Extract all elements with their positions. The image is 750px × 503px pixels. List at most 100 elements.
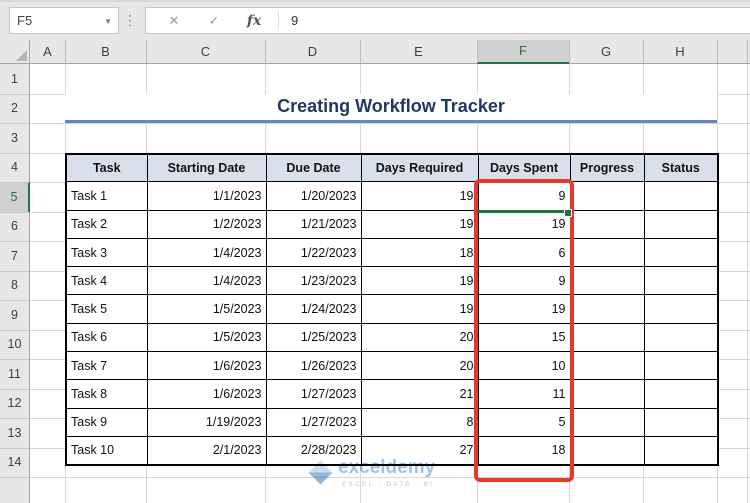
cell-starting-date[interactable]: 1/2/2023 [146, 209, 267, 239]
cell-progress[interactable] [569, 322, 645, 353]
cell-starting-date[interactable]: 1/4/2023 [146, 266, 267, 296]
cell-task[interactable]: Task 4 [65, 266, 148, 296]
row-header-12[interactable]: 12 [7, 396, 22, 411]
row-header-11[interactable]: 11 [8, 366, 21, 381]
cell-days-required[interactable]: 20 [360, 322, 479, 353]
cell-days-required[interactable]: 21 [360, 379, 479, 409]
cell-task[interactable]: Task 10 [65, 435, 148, 466]
column-header-H[interactable]: H [675, 44, 685, 59]
cell-status[interactable] [643, 351, 719, 381]
cell-progress[interactable] [569, 266, 645, 296]
cell-progress[interactable] [569, 351, 645, 381]
cell-task[interactable]: Task 8 [65, 379, 148, 409]
column-header-F[interactable]: F [477, 40, 569, 64]
cell-status[interactable] [643, 181, 719, 211]
worksheet-grid[interactable]: Creating Workflow Tracker exceldemy EXCE… [30, 64, 750, 503]
column-header-E[interactable]: E [414, 44, 423, 59]
cell-starting-date[interactable]: 1/5/2023 [146, 294, 267, 324]
cell-days-spent[interactable]: 10 [477, 351, 571, 381]
insert-function-icon[interactable]: fx [246, 12, 262, 29]
column-header-A[interactable]: A [43, 44, 52, 59]
cell-task[interactable]: Task 7 [65, 351, 148, 381]
fill-handle[interactable] [564, 208, 572, 217]
cell-status[interactable] [643, 322, 719, 353]
column-header-D[interactable]: D [307, 44, 318, 59]
cell-progress[interactable] [569, 407, 645, 437]
column-header-C[interactable]: C [200, 44, 211, 59]
cell-progress[interactable] [569, 294, 645, 324]
row-header-14[interactable]: 14 [7, 455, 22, 470]
cell-due-date[interactable]: 1/22/2023 [265, 237, 362, 268]
cell-starting-date[interactable]: 1/6/2023 [146, 351, 267, 381]
cell-days-required[interactable]: 19 [360, 209, 479, 239]
row-header-5[interactable]: 5 [0, 182, 30, 212]
cell-days-spent[interactable]: 18 [477, 435, 571, 466]
cell-days-spent[interactable]: 15 [477, 322, 571, 353]
formula-input[interactable]: 9 [291, 13, 299, 28]
table-header-progress[interactable]: Progress [569, 152, 645, 183]
cell-days-spent[interactable]: 11 [477, 379, 571, 409]
cell-starting-date[interactable]: 2/1/2023 [146, 435, 267, 466]
row-header-4[interactable]: 4 [11, 160, 18, 175]
select-all-corner[interactable] [0, 40, 30, 64]
cell-progress[interactable] [569, 181, 645, 211]
cell-days-required[interactable]: 18 [360, 237, 479, 268]
worksheet-title[interactable]: Creating Workflow Tracker [65, 93, 717, 123]
cell-status[interactable] [643, 407, 719, 437]
cell-task[interactable]: Task 6 [65, 322, 148, 353]
row-header-3[interactable]: 3 [11, 130, 18, 145]
cell-days-required[interactable]: 19 [360, 294, 479, 324]
cell-progress[interactable] [569, 379, 645, 409]
cell-days-required[interactable]: 20 [360, 351, 479, 381]
name-box-dropdown-icon[interactable]: ▼ [104, 17, 112, 26]
cell-due-date[interactable]: 1/25/2023 [265, 322, 362, 353]
cell-days-spent[interactable]: 19 [477, 209, 571, 239]
column-header-B[interactable]: B [101, 44, 110, 59]
cell-status[interactable] [643, 294, 719, 324]
row-header-9[interactable]: 9 [11, 307, 18, 322]
cell-due-date[interactable]: 1/26/2023 [265, 351, 362, 381]
row-header-1[interactable]: 1 [11, 71, 18, 86]
table-header-due-date[interactable]: Due Date [265, 152, 362, 183]
name-box[interactable]: F5 ▼ [9, 7, 119, 34]
cell-days-spent[interactable]: 5 [477, 407, 571, 437]
cell-starting-date[interactable]: 1/19/2023 [146, 407, 267, 437]
cell-task[interactable]: Task 1 [65, 181, 148, 211]
cell-task[interactable]: Task 5 [65, 294, 148, 324]
row-header-7[interactable]: 7 [11, 248, 18, 263]
table-header-days-required[interactable]: Days Required [360, 152, 479, 183]
cell-status[interactable] [643, 266, 719, 296]
table-header-days-spent[interactable]: Days Spent [477, 152, 571, 183]
table-header-task[interactable]: Task [65, 152, 148, 183]
enter-icon[interactable]: ✓ [208, 12, 220, 28]
cell-due-date[interactable]: 1/24/2023 [265, 294, 362, 324]
cell-progress[interactable] [569, 209, 645, 239]
cell-days-spent[interactable]: 19 [477, 294, 571, 324]
cell-days-required[interactable]: 19 [360, 181, 479, 211]
cell-status[interactable] [643, 435, 719, 466]
cell-task[interactable]: Task 9 [65, 407, 148, 437]
cell-days-required[interactable]: 27 [360, 435, 479, 466]
cell-due-date[interactable]: 2/28/2023 [265, 435, 362, 466]
row-header-6[interactable]: 6 [11, 219, 18, 234]
table-header-status[interactable]: Status [643, 152, 719, 183]
cell-due-date[interactable]: 1/23/2023 [265, 266, 362, 296]
cancel-icon[interactable]: ✕ [168, 12, 180, 28]
cell-starting-date[interactable]: 1/4/2023 [146, 237, 267, 268]
row-header-2[interactable]: 2 [11, 101, 18, 116]
cell-starting-date[interactable]: 1/6/2023 [146, 379, 267, 409]
cell-starting-date[interactable]: 1/5/2023 [146, 322, 267, 353]
cell-due-date[interactable]: 1/27/2023 [265, 379, 362, 409]
cell-due-date[interactable]: 1/27/2023 [265, 407, 362, 437]
cell-status[interactable] [643, 237, 719, 268]
cell-task[interactable]: Task 2 [65, 209, 148, 239]
cell-days-spent[interactable]: 6 [477, 237, 571, 268]
cell-task[interactable]: Task 3 [65, 237, 148, 268]
row-header-8[interactable]: 8 [11, 278, 18, 293]
column-header-G[interactable]: G [600, 44, 612, 59]
cell-due-date[interactable]: 1/21/2023 [265, 209, 362, 239]
cell-days-required[interactable]: 8 [360, 407, 479, 437]
cell-starting-date[interactable]: 1/1/2023 [146, 181, 267, 211]
cell-progress[interactable] [569, 435, 645, 466]
row-header-13[interactable]: 13 [7, 425, 22, 440]
